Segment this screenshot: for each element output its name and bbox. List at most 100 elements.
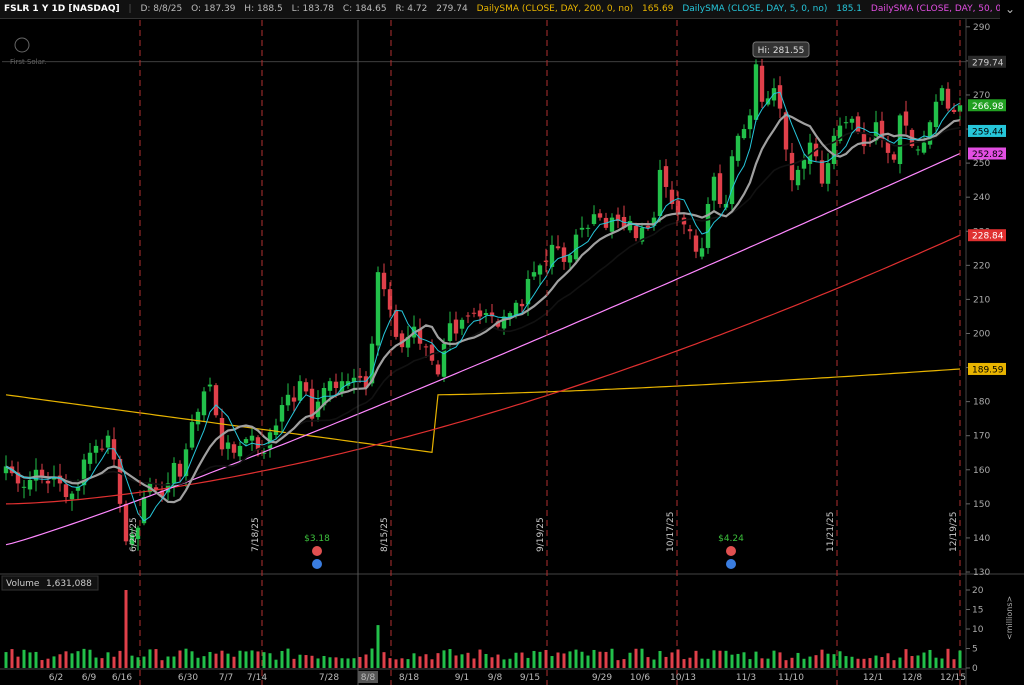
candle-body[interactable] <box>747 115 753 130</box>
candle-body[interactable] <box>729 156 735 205</box>
candle-body[interactable] <box>249 435 255 441</box>
candle-body[interactable] <box>81 459 87 486</box>
candle-body[interactable] <box>243 439 249 444</box>
symbol-label[interactable]: FSLR 1 Y 1D [NASDAQ] <box>4 4 120 14</box>
candle-body[interactable] <box>489 312 495 317</box>
candle-body[interactable] <box>507 313 513 318</box>
candle-body[interactable] <box>231 444 237 453</box>
candle-body[interactable] <box>849 118 855 123</box>
candle-body[interactable] <box>543 260 549 262</box>
candle-body[interactable] <box>129 534 135 545</box>
dividend-icon[interactable] <box>312 546 322 556</box>
sma50-label[interactable]: DailySMA (CLOSE, DAY, 50, 0, no) <box>870 4 1000 14</box>
sma200-label[interactable]: DailySMA (CLOSE, DAY, 200, 0, no) <box>476 4 634 14</box>
candle-body[interactable] <box>261 452 267 454</box>
candle-body[interactable] <box>291 397 297 402</box>
candle-body[interactable] <box>339 381 345 393</box>
candle-body[interactable] <box>645 225 651 228</box>
candle-body[interactable] <box>459 319 465 329</box>
candle-body[interactable] <box>405 336 411 348</box>
candle-body[interactable] <box>567 255 573 263</box>
candle-body[interactable] <box>687 229 693 232</box>
candle-body[interactable] <box>789 152 795 181</box>
candle-body[interactable] <box>435 364 441 375</box>
candle-body[interactable] <box>225 442 231 449</box>
candle-body[interactable] <box>21 486 27 488</box>
candle-body[interactable] <box>705 204 711 248</box>
dividend-icon[interactable] <box>726 546 736 556</box>
candle-body[interactable] <box>159 490 165 498</box>
candle-body[interactable] <box>255 437 261 450</box>
candle-body[interactable] <box>63 484 69 498</box>
candle-body[interactable] <box>117 458 123 504</box>
candle-body[interactable] <box>933 101 939 128</box>
event-info-icon[interactable] <box>312 559 322 569</box>
candle-body[interactable] <box>711 176 717 201</box>
candle-body[interactable] <box>33 469 39 481</box>
candle-body[interactable] <box>429 344 435 361</box>
candle-body[interactable] <box>183 449 189 477</box>
candle-body[interactable] <box>495 321 501 327</box>
candle-body[interactable] <box>921 142 927 153</box>
candle-body[interactable] <box>237 445 243 457</box>
candle-body[interactable] <box>885 141 891 153</box>
candle-body[interactable] <box>279 405 285 422</box>
candle-body[interactable] <box>135 527 141 540</box>
candle-body[interactable] <box>15 472 21 484</box>
candle-body[interactable] <box>381 272 387 290</box>
candle-body[interactable] <box>573 234 579 260</box>
candle-body[interactable] <box>759 65 765 102</box>
candle-body[interactable] <box>195 411 201 425</box>
candle-body[interactable] <box>141 497 147 524</box>
candle-body[interactable] <box>297 381 303 401</box>
candle-body[interactable] <box>123 503 129 542</box>
candle-body[interactable] <box>453 319 459 334</box>
candle-body[interactable] <box>777 85 783 109</box>
candle-body[interactable] <box>801 159 807 169</box>
candle-body[interactable] <box>651 217 657 226</box>
candle-body[interactable] <box>207 384 213 387</box>
candle-body[interactable] <box>861 134 867 147</box>
candle-body[interactable] <box>483 313 489 316</box>
candle-body[interactable] <box>465 315 471 317</box>
candle-body[interactable] <box>891 154 897 160</box>
candle-body[interactable] <box>957 105 963 112</box>
candle-body[interactable] <box>327 381 333 391</box>
candle-body[interactable] <box>57 475 63 484</box>
candle-body[interactable] <box>363 376 369 388</box>
candle-body[interactable] <box>693 235 699 252</box>
candle-body[interactable] <box>795 169 801 186</box>
sma5-label[interactable]: DailySMA (CLOSE, DAY, 5, 0, no) <box>682 4 828 14</box>
candle-body[interactable] <box>3 466 9 474</box>
candle-body[interactable] <box>831 135 837 164</box>
candle-body[interactable] <box>477 310 483 317</box>
candle-body[interactable] <box>633 225 639 239</box>
candle-body[interactable] <box>927 122 933 145</box>
candle-body[interactable] <box>177 463 183 477</box>
candle-body[interactable] <box>939 88 945 101</box>
candle-body[interactable] <box>285 394 291 406</box>
candle-body[interactable] <box>597 213 603 218</box>
candle-body[interactable] <box>531 272 537 277</box>
candle-body[interactable] <box>609 217 615 232</box>
candle-body[interactable] <box>213 385 219 416</box>
candle-body[interactable] <box>501 316 507 329</box>
candle-body[interactable] <box>807 142 813 164</box>
candle-body[interactable] <box>513 302 519 316</box>
candle-body[interactable] <box>303 382 309 392</box>
candle-body[interactable] <box>105 435 111 448</box>
candle-body[interactable] <box>783 112 789 150</box>
candle-body[interactable] <box>825 163 831 184</box>
candle-body[interactable] <box>273 425 279 435</box>
collapse-chevron-icon[interactable]: ⌄ <box>1004 2 1016 16</box>
candle-body[interactable] <box>45 480 51 484</box>
candle-body[interactable] <box>915 149 921 151</box>
candle-body[interactable] <box>897 115 903 165</box>
candle-body[interactable] <box>93 445 99 453</box>
candle-body[interactable] <box>903 111 909 126</box>
candle-body[interactable] <box>819 160 825 184</box>
candle-body[interactable] <box>75 486 81 491</box>
candle-body[interactable] <box>375 272 381 346</box>
candle-body[interactable] <box>699 248 705 257</box>
